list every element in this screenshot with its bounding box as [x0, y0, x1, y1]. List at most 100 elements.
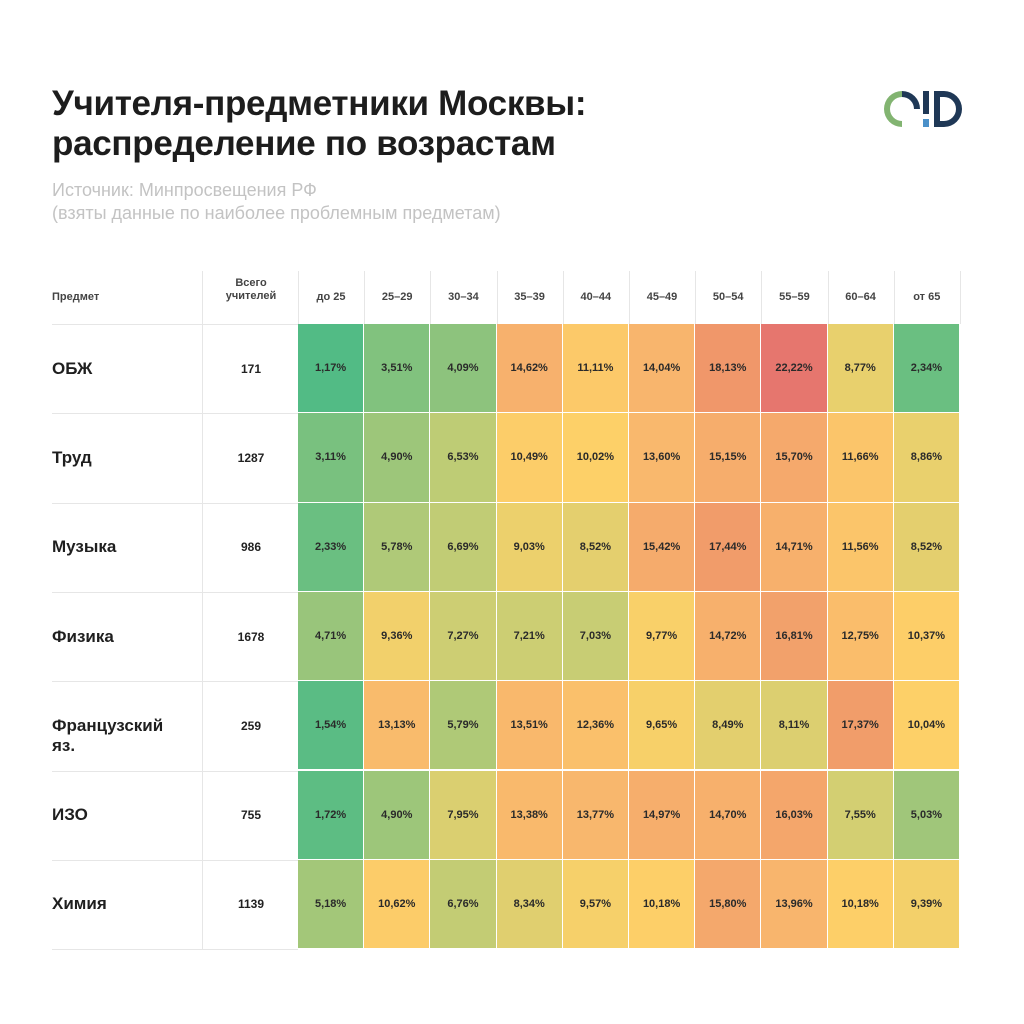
column-header: 50–54 — [712, 291, 744, 303]
heatmap-cell: 14,71% — [761, 502, 827, 591]
heatmap-cell: 14,62% — [496, 324, 562, 413]
heatmap-cell: 11,11% — [562, 324, 628, 413]
heatmap-cell: 8,34% — [496, 859, 562, 949]
row-total: 986 — [240, 540, 262, 555]
column-header: 45–49 — [646, 291, 678, 303]
heatmap-cell: 7,27% — [430, 591, 496, 681]
heatmap-cell: 13,51% — [496, 681, 562, 770]
heatmap-cell: 9,77% — [629, 591, 695, 681]
row-total: 259 — [240, 718, 262, 733]
heatmap-cell: 7,95% — [430, 770, 496, 859]
row-divider — [52, 324, 298, 325]
header-total-line-2: учителей — [225, 290, 277, 302]
heatmap-cell: 1,72% — [298, 770, 364, 859]
row-divider — [52, 502, 298, 504]
title-line-1: Учителя-предметники Москвы: — [52, 84, 587, 123]
heatmap-cell: 1,17% — [298, 324, 364, 413]
heatmap-cell: 10,37% — [893, 591, 959, 681]
row-total: 1678 — [237, 629, 265, 644]
logo-bar — [923, 91, 929, 114]
heatmap-cell: 12,36% — [562, 681, 628, 770]
heatmap-cell: 8,86% — [893, 413, 959, 502]
heatmap-cell: 17,37% — [827, 681, 893, 770]
column-header: до 25 — [316, 291, 346, 303]
heatmap-cell: 9,57% — [562, 859, 628, 949]
heatmap-cell: 16,81% — [761, 591, 827, 681]
divider-line — [695, 271, 697, 324]
logo-right-d — [934, 91, 962, 127]
heatmap-cell: 11,66% — [827, 413, 893, 502]
source-note: Источник: Минпросвещения РФ (взяты данны… — [52, 179, 752, 225]
divider-line — [496, 271, 498, 324]
heatmap-cell: 12,75% — [827, 591, 893, 681]
row-divider — [52, 413, 298, 415]
heatmap-cell: 18,13% — [695, 324, 761, 413]
row-subject: ОБЖ — [52, 358, 93, 378]
column-header: 60–64 — [845, 291, 876, 303]
row-subject: Труд — [52, 447, 92, 467]
divider-line — [364, 271, 366, 324]
heatmap-cell: 16,03% — [761, 770, 827, 859]
heatmap-cell: 1,54% — [298, 681, 364, 770]
logo-left-top — [902, 91, 920, 109]
heatmap-cell: 7,55% — [827, 770, 893, 859]
heatmap-cell: 22,22% — [761, 324, 827, 413]
heatmap-cell: 14,72% — [695, 591, 761, 681]
header-total: Всего учителей — [206, 277, 296, 303]
heatmap-cell: 5,79% — [430, 681, 496, 770]
divider-line — [298, 271, 299, 324]
heatmap-cell: 10,49% — [496, 413, 562, 502]
header-total-line-1: Всего — [235, 277, 267, 289]
heatmap-cell: 7,21% — [496, 591, 562, 681]
heatmap-cell: 4,09% — [430, 324, 496, 413]
heatmap-cell: 8,52% — [562, 502, 628, 591]
heatmap-cell: 6,76% — [430, 859, 496, 949]
ed-logo — [884, 91, 962, 127]
heatmap-cell: 15,80% — [695, 859, 761, 949]
heatmap-cell: 8,77% — [827, 324, 893, 413]
heatmap-cell: 5,18% — [298, 859, 364, 949]
column-header: 35–39 — [514, 291, 545, 303]
heatmap-cell: 5,03% — [893, 770, 959, 859]
heatmap-cell: 15,70% — [761, 413, 827, 502]
column-header: 40–44 — [580, 291, 612, 303]
heatmap-cell: 3,11% — [298, 413, 364, 502]
heatmap-cell: 4,90% — [364, 770, 430, 859]
row-subject: Физика — [52, 626, 114, 646]
column-header: от 65 — [913, 291, 941, 303]
row-subject: ИЗО — [52, 805, 88, 825]
heatmap-cell: 11,56% — [827, 502, 893, 591]
row-total: 755 — [240, 808, 262, 823]
row-subject: Французский яз. — [52, 715, 164, 755]
header-subject: Предмет — [52, 291, 100, 303]
row-total: 1287 — [237, 450, 265, 465]
row-divider — [52, 949, 298, 951]
row-divider — [52, 770, 298, 772]
divider-line — [430, 271, 432, 324]
heatmap-cell: 15,15% — [695, 413, 761, 502]
heatmap-cell: 7,03% — [562, 591, 628, 681]
row-divider — [52, 591, 298, 593]
divider-line — [562, 271, 564, 324]
source-line-1: Источник: Минпросвещения РФ — [52, 180, 317, 200]
row-divider — [52, 859, 298, 861]
heatmap-cell: 4,71% — [298, 591, 364, 681]
heatmap-cell: 8,52% — [893, 502, 959, 591]
heatmap-cell: 14,70% — [695, 770, 761, 859]
row-total: 171 — [240, 361, 262, 376]
heatmap-cell: 2,33% — [298, 502, 364, 591]
heatmap-cell: 13,77% — [562, 770, 628, 859]
logo-left-arc — [884, 91, 902, 127]
heatmap-cell: 10,18% — [629, 859, 695, 949]
heatmap-cell: 8,49% — [695, 681, 761, 770]
heatmap-cell: 15,42% — [629, 502, 695, 591]
heatmap-cell: 13,13% — [364, 681, 430, 770]
divider-line — [893, 271, 895, 324]
heatmap-cell: 9,36% — [364, 591, 430, 681]
heatmap-cell: 10,02% — [562, 413, 628, 502]
row-subject: Химия — [52, 894, 107, 914]
heatmap-cell: 2,34% — [893, 324, 959, 413]
column-header: 55–59 — [779, 291, 810, 303]
heatmap-cell: 14,04% — [629, 324, 695, 413]
divider-line — [202, 271, 203, 950]
